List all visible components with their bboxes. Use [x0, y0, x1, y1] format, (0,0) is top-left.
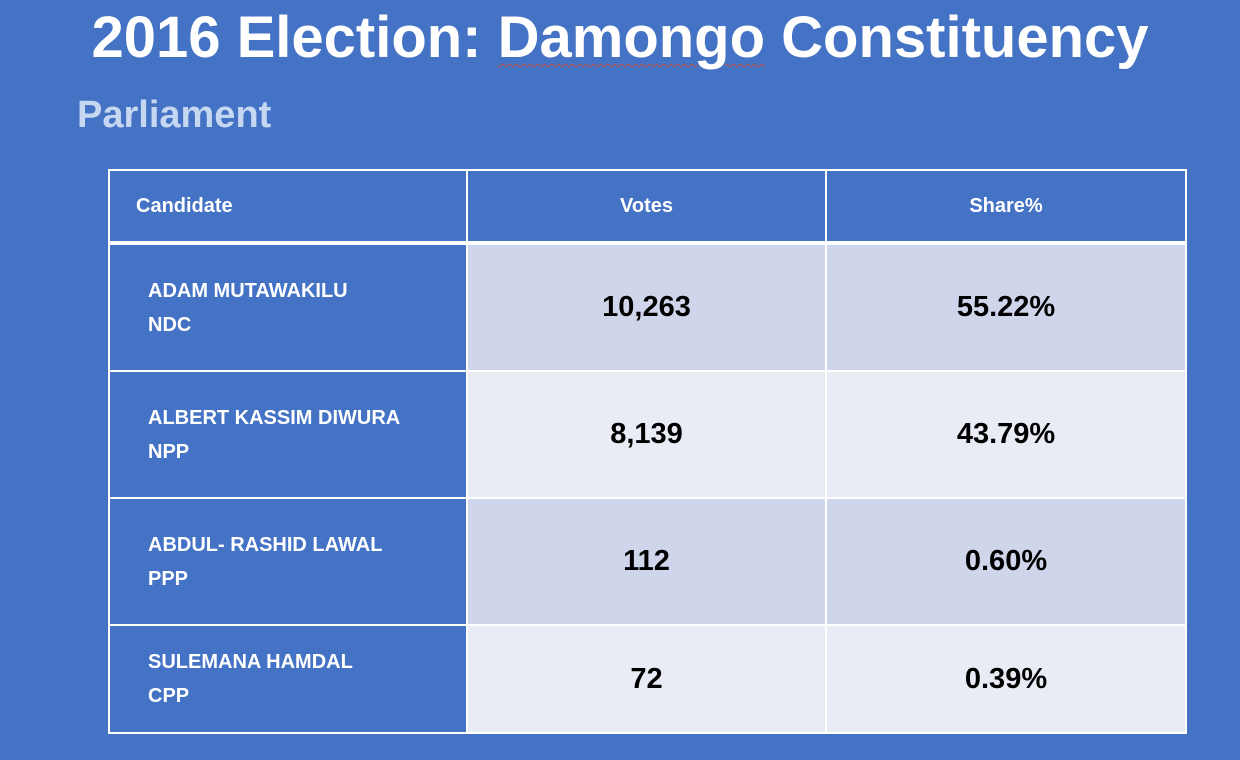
- candidate-party: CPP: [148, 685, 190, 707]
- candidate-cell: ALBERT KASSIM DIWURA NPP: [108, 370, 468, 499]
- table-row: ADAM MUTAWAKILU NDC 10,263 55.22%: [108, 242, 1187, 372]
- votes-cell: 10,263: [466, 242, 827, 372]
- votes-cell: 112: [466, 497, 827, 626]
- candidate-cell: SULEMANA HAMDAL CPP: [108, 624, 468, 734]
- candidate-name: ADAM MUTAWAKILU: [148, 279, 348, 302]
- candidate-party: PPP: [148, 567, 189, 590]
- share-cell: 43.79%: [825, 370, 1187, 499]
- slide-subtitle: Parliament: [77, 94, 272, 136]
- table-row: ALBERT KASSIM DIWURA NPP 8,139 43.79%: [108, 370, 1187, 499]
- votes-cell: 72: [466, 624, 827, 734]
- slide-title: 2016 Election: Damongo Constituency: [0, 0, 1240, 76]
- table-header-row: Candidate Votes Share%: [108, 169, 1187, 245]
- share-cell: 55.22%: [825, 242, 1187, 372]
- candidate-party: NDC: [148, 313, 192, 336]
- share-cell: 0.39%: [825, 624, 1187, 734]
- title-suffix: Constituency: [765, 5, 1149, 70]
- header-candidate: Candidate: [108, 169, 468, 245]
- header-votes: Votes: [466, 169, 827, 245]
- candidate-name: SULEMANA HAMDAL: [148, 651, 353, 673]
- candidate-party: NPP: [148, 440, 190, 463]
- table-row: SULEMANA HAMDAL CPP 72 0.39%: [108, 624, 1187, 734]
- share-cell: 0.60%: [825, 497, 1187, 626]
- candidate-cell: ADAM MUTAWAKILU NDC: [108, 242, 468, 372]
- candidate-name: ABDUL- RASHID LAWAL: [148, 533, 383, 556]
- header-share: Share%: [825, 169, 1187, 245]
- candidate-cell: ABDUL- RASHID LAWAL PPP: [108, 497, 468, 626]
- votes-cell: 8,139: [466, 370, 827, 499]
- candidate-name: ALBERT KASSIM DIWURA: [148, 406, 401, 429]
- table-row: ABDUL- RASHID LAWAL PPP 112 0.60%: [108, 497, 1187, 626]
- results-table: Candidate Votes Share% ADAM MUTAWAKILU N…: [108, 169, 1187, 734]
- title-place-name: Damongo: [497, 5, 766, 70]
- title-prefix: 2016 Election:: [91, 5, 498, 70]
